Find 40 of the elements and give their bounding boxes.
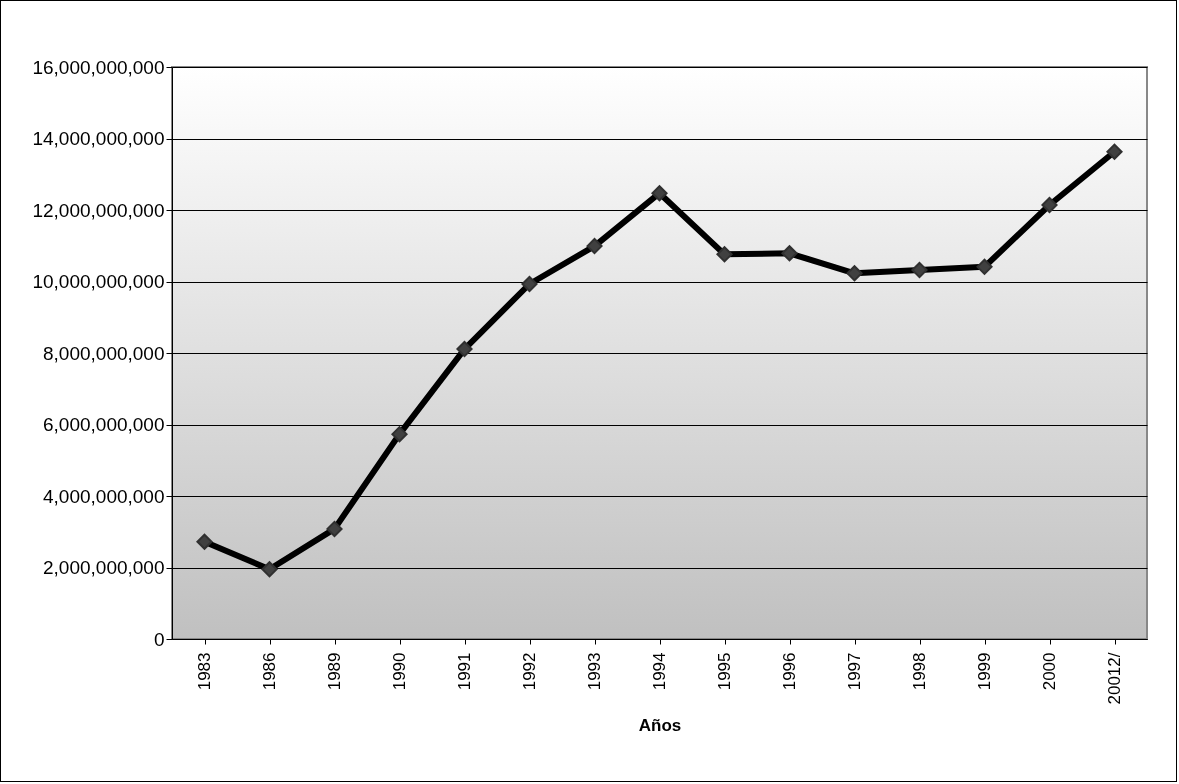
point [976, 258, 993, 275]
x-tick-label: 1990 [390, 652, 409, 691]
x-tick-label: 1991 [455, 652, 474, 691]
point [196, 533, 213, 550]
point [261, 561, 278, 578]
x-tick-label: 1992 [520, 652, 539, 691]
x-tick-label: 2000 [1040, 652, 1059, 691]
x-tick-label: 1993 [585, 652, 604, 691]
x-tick-label: 1995 [715, 652, 734, 691]
point [326, 520, 343, 537]
point [1041, 196, 1058, 214]
y-tick-label: 4,000,000,000 [42, 485, 165, 507]
point [651, 185, 668, 202]
y-tick-label: 14,000,000,000 [32, 128, 165, 149]
point [846, 265, 863, 282]
y-tick-label: 16,000,000,000 [32, 56, 165, 78]
point [456, 341, 473, 358]
point [1106, 143, 1123, 160]
y-tick-label: 12,000,000,000 [32, 199, 165, 221]
x-axis-title: Años [638, 716, 682, 736]
x-tick-label: 1998 [910, 652, 929, 691]
x-tick-label: 1996 [780, 652, 799, 691]
x-tick-label: 1989 [325, 652, 344, 691]
y-tick-label: 6,000,000,000 [42, 414, 165, 435]
x-tick-label: 1986 [260, 652, 279, 691]
point [586, 238, 603, 255]
x-tick-label: 1994 [650, 652, 669, 691]
y-tick-label: 8,000,000,000 [42, 342, 165, 364]
point [716, 246, 733, 263]
point [911, 261, 928, 279]
y-tick-label: 2,000,000,000 [42, 557, 165, 578]
point [391, 426, 408, 443]
point [521, 275, 538, 293]
x-tick-label: 1997 [845, 652, 864, 691]
point [781, 245, 798, 262]
x-tick-label: 1983 [195, 652, 214, 691]
x-tick-label: 1999 [975, 652, 994, 691]
x-tick-label: 20012/ [1105, 652, 1124, 705]
y-tick-label: 10,000,000,000 [32, 271, 165, 292]
y-tick-label: 0 [153, 628, 165, 650]
